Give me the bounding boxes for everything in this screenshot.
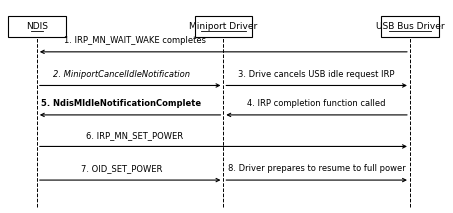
Text: 4. IRP completion function called: 4. IRP completion function called xyxy=(247,99,386,108)
FancyBboxPatch shape xyxy=(381,16,439,37)
Text: Miniport Driver: Miniport Driver xyxy=(189,22,257,31)
Text: 7. OID_SET_POWER: 7. OID_SET_POWER xyxy=(81,164,162,173)
Text: 8. Driver prepares to resume to full power: 8. Driver prepares to resume to full pow… xyxy=(228,164,405,173)
FancyBboxPatch shape xyxy=(194,16,252,37)
Text: 1. IRP_MN_WAIT_WAKE completes: 1. IRP_MN_WAIT_WAKE completes xyxy=(63,36,206,45)
Text: 5. NdisMIdleNotificationComplete: 5. NdisMIdleNotificationComplete xyxy=(41,99,201,108)
Text: 3. Drive cancels USB idle request IRP: 3. Drive cancels USB idle request IRP xyxy=(238,70,395,79)
FancyBboxPatch shape xyxy=(8,16,66,37)
Text: 6. IRP_MN_SET_POWER: 6. IRP_MN_SET_POWER xyxy=(86,131,183,140)
Text: 2. MiniportCancelIdleNotification: 2. MiniportCancelIdleNotification xyxy=(53,70,190,79)
Text: NDIS: NDIS xyxy=(26,22,48,31)
Text: USB Bus Driver: USB Bus Driver xyxy=(376,22,444,31)
